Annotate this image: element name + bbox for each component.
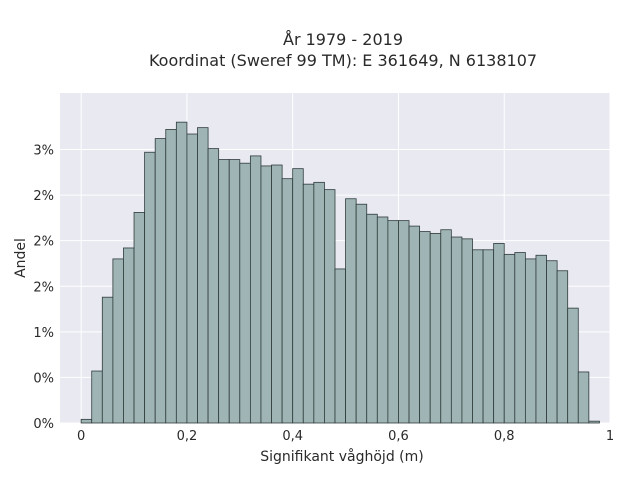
histogram-bar <box>218 159 230 424</box>
histogram-bar <box>493 243 505 424</box>
y-tick-label: 3% <box>33 144 54 159</box>
histogram-bar <box>271 164 283 424</box>
histogram-bar <box>440 229 452 424</box>
histogram-bar <box>249 155 262 424</box>
histogram-bar <box>101 296 114 424</box>
histogram-bar <box>482 249 495 424</box>
histogram-bar <box>175 121 188 424</box>
histogram-bar <box>524 258 537 424</box>
y-tick-label: 1% <box>33 326 54 341</box>
x-tick-label: 0,4 <box>282 429 303 444</box>
y-axis-ticks: 0% 0% 1% 2% 2% 2% 3% <box>33 144 54 432</box>
histogram-bar <box>556 270 569 424</box>
histogram-bar <box>503 253 516 424</box>
histogram-bar <box>535 254 547 424</box>
x-tick-label: 0 <box>77 429 85 444</box>
histogram-bar <box>165 129 177 424</box>
x-tick-label: 0,8 <box>494 429 515 444</box>
histogram-bar <box>355 203 368 424</box>
y-tick-label: 2% <box>33 235 54 250</box>
histogram-bar <box>419 231 431 424</box>
histogram-bar <box>112 258 124 424</box>
histogram-bar <box>546 260 558 424</box>
x-axis-ticks: 0 0,2 0,4 0,6 0,8 1 <box>77 429 614 444</box>
histogram-bar <box>324 189 336 424</box>
y-tick-label: 0% <box>33 417 54 432</box>
x-tick-label: 0,6 <box>388 429 409 444</box>
chart-title-line1: År 1979 - 2019 <box>283 30 403 49</box>
histogram-bar <box>80 418 93 424</box>
histogram-bar <box>260 165 272 424</box>
histogram-bar <box>123 247 135 424</box>
histogram-bar <box>345 198 357 424</box>
histogram-bar <box>91 370 103 424</box>
histogram-bar <box>461 238 473 424</box>
histogram-bar <box>429 232 442 424</box>
x-tick-label: 1 <box>606 429 614 444</box>
histogram-bar <box>186 133 198 424</box>
histogram-bar <box>197 127 209 424</box>
histogram-bar <box>207 148 220 424</box>
histogram-bar <box>228 159 241 424</box>
x-tick-label: 0,2 <box>177 429 198 444</box>
histogram-bar <box>408 225 421 424</box>
histogram-bar <box>313 181 325 424</box>
histogram-bar <box>334 268 346 424</box>
y-tick-label: 0% <box>33 371 54 386</box>
histogram-bar <box>376 216 389 424</box>
y-tick-label: 2% <box>33 189 54 204</box>
histogram-bar <box>577 371 590 424</box>
histogram-bar <box>398 220 410 424</box>
y-tick-label: 2% <box>33 280 54 295</box>
histogram-bar <box>567 307 579 424</box>
y-axis-label: Andel <box>13 238 29 278</box>
histogram-bar <box>472 249 484 424</box>
histogram-bars <box>80 121 600 424</box>
histogram-bar <box>239 162 251 424</box>
histogram-bar <box>133 212 146 424</box>
histogram-bar <box>154 138 167 424</box>
histogram-bar <box>292 168 304 424</box>
x-axis-label: Signifikant våghöjd (m) <box>260 448 423 465</box>
histogram-bar <box>144 151 156 424</box>
histogram-bar <box>450 236 463 424</box>
histogram-bar <box>588 420 600 424</box>
histogram-bar <box>281 178 294 424</box>
histogram-bar <box>302 183 315 424</box>
histogram-bar <box>387 220 399 424</box>
histogram-bar <box>514 252 526 424</box>
histogram-bar <box>366 213 378 424</box>
chart-title-line2: Koordinat (Sweref 99 TM): E 361649, N 61… <box>149 51 537 70</box>
